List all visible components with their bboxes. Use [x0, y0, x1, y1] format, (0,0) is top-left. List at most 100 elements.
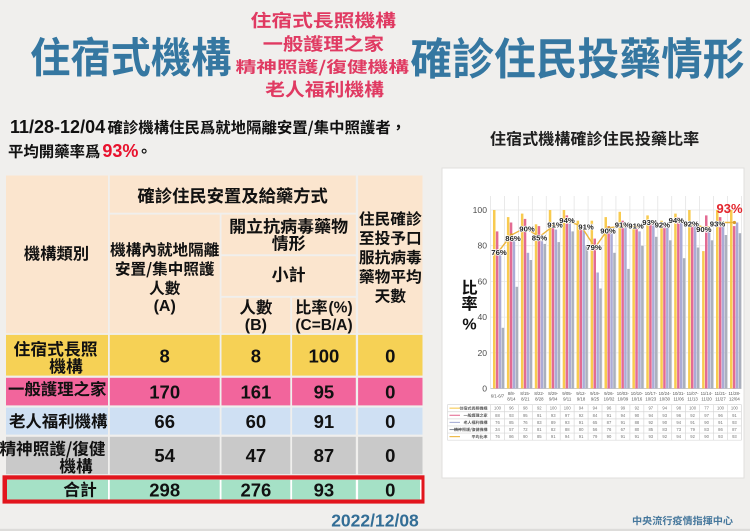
- svg-text:90: 90: [635, 413, 640, 418]
- svg-text:91: 91: [537, 413, 542, 418]
- svg-text:91: 91: [579, 434, 584, 439]
- svg-text:(C=B/A): (C=B/A): [295, 317, 352, 334]
- svg-text:90: 90: [662, 420, 667, 425]
- svg-text:66: 66: [154, 411, 175, 432]
- svg-text:60: 60: [477, 276, 487, 286]
- svg-text:11/20: 11/20: [701, 397, 712, 402]
- svg-text:65: 65: [593, 420, 598, 425]
- svg-text:85: 85: [509, 420, 514, 425]
- svg-text:10/03-: 10/03-: [617, 391, 630, 396]
- svg-text:81: 81: [537, 427, 542, 432]
- svg-text:91: 91: [551, 434, 556, 439]
- svg-text:86%: 86%: [505, 234, 521, 243]
- svg-text:0: 0: [385, 479, 395, 500]
- svg-text:94: 94: [662, 406, 667, 411]
- svg-text:76: 76: [523, 420, 528, 425]
- svg-text:9/12-: 9/12-: [576, 391, 586, 396]
- svg-text:87: 87: [314, 445, 335, 466]
- svg-text:8: 8: [251, 345, 261, 366]
- svg-text:90%: 90%: [600, 226, 616, 235]
- svg-text:93: 93: [648, 434, 653, 439]
- svg-text:6/1-6/7: 6/1-6/7: [491, 394, 505, 399]
- svg-text:92: 92: [537, 406, 542, 411]
- svg-text:79: 79: [690, 427, 695, 432]
- svg-text:83: 83: [704, 427, 709, 432]
- svg-text:91: 91: [607, 413, 612, 418]
- svg-text:9/18: 9/18: [577, 397, 586, 402]
- svg-text:96: 96: [509, 406, 514, 411]
- svg-text:9/26-: 9/26-: [604, 391, 614, 396]
- svg-text:97: 97: [648, 406, 653, 411]
- svg-text:91%: 91%: [547, 221, 563, 230]
- svg-text:92: 92: [690, 434, 695, 439]
- svg-text:97: 97: [704, 413, 709, 418]
- svg-text:11/28-12/04: 11/28-12/04: [10, 117, 105, 137]
- svg-text:8/28: 8/28: [535, 397, 544, 402]
- svg-text:100: 100: [564, 406, 572, 411]
- svg-text:91: 91: [621, 434, 626, 439]
- svg-text:11/21-: 11/21-: [715, 391, 727, 396]
- svg-text:276: 276: [240, 479, 271, 500]
- svg-text:298: 298: [149, 479, 180, 500]
- svg-text:87: 87: [732, 427, 737, 432]
- svg-text:8/21: 8/21: [521, 397, 530, 402]
- svg-text:76: 76: [495, 434, 500, 439]
- svg-text:93: 93: [718, 434, 723, 439]
- svg-text:94: 94: [593, 406, 598, 411]
- svg-text:96: 96: [607, 406, 612, 411]
- svg-text:34: 34: [495, 427, 500, 432]
- svg-text:76%: 76%: [491, 248, 507, 257]
- svg-text:90: 90: [704, 434, 709, 439]
- svg-text:0: 0: [385, 445, 395, 466]
- svg-text:2022/12/08: 2022/12/08: [331, 511, 419, 531]
- svg-text:9/11: 9/11: [563, 397, 572, 402]
- svg-text:94: 94: [621, 413, 626, 418]
- svg-text:161: 161: [240, 381, 271, 402]
- svg-text:91: 91: [732, 413, 737, 418]
- svg-text:100: 100: [494, 406, 502, 411]
- svg-text:60: 60: [246, 411, 267, 432]
- svg-text:0: 0: [385, 411, 395, 432]
- svg-text:91: 91: [579, 420, 584, 425]
- svg-text:80: 80: [635, 427, 640, 432]
- svg-text:93: 93: [662, 413, 667, 418]
- svg-text:54: 54: [154, 445, 175, 466]
- svg-text:12/04: 12/04: [729, 397, 740, 402]
- svg-text:92: 92: [635, 406, 640, 411]
- svg-text:0: 0: [385, 345, 395, 366]
- svg-text:47: 47: [246, 445, 267, 466]
- svg-text:84: 84: [593, 413, 598, 418]
- svg-text:10/10-: 10/10-: [631, 391, 644, 396]
- svg-text:73: 73: [676, 427, 681, 432]
- svg-text:79: 79: [593, 434, 598, 439]
- svg-text:82: 82: [551, 427, 556, 432]
- svg-text:92: 92: [648, 420, 653, 425]
- svg-text:98: 98: [523, 406, 528, 411]
- svg-text:95: 95: [314, 381, 335, 402]
- svg-text:%: %: [462, 317, 476, 334]
- svg-text:100: 100: [689, 406, 697, 411]
- svg-text:98: 98: [676, 406, 681, 411]
- svg-text:76: 76: [607, 427, 612, 432]
- svg-text:8: 8: [160, 345, 170, 366]
- svg-text:91%: 91%: [615, 220, 631, 229]
- svg-text:88: 88: [565, 427, 570, 432]
- svg-text:91: 91: [635, 434, 640, 439]
- svg-text:67: 67: [621, 427, 626, 432]
- svg-text:85: 85: [537, 434, 542, 439]
- svg-text:93: 93: [565, 420, 570, 425]
- svg-text:83: 83: [662, 427, 667, 432]
- svg-text:87: 87: [607, 420, 612, 425]
- svg-text:91: 91: [718, 420, 723, 425]
- svg-text:94: 94: [565, 434, 570, 439]
- svg-text:93: 93: [551, 413, 556, 418]
- svg-text:85%: 85%: [532, 234, 548, 243]
- svg-text:89: 89: [551, 420, 556, 425]
- svg-text:91%: 91%: [578, 222, 594, 231]
- svg-text:94: 94: [676, 420, 681, 425]
- svg-text:93: 93: [314, 479, 335, 500]
- svg-text:9/25: 9/25: [591, 397, 600, 402]
- svg-text:10/17-: 10/17-: [645, 391, 658, 396]
- svg-text:56: 56: [593, 427, 598, 432]
- svg-text:(A): (A): [154, 298, 176, 315]
